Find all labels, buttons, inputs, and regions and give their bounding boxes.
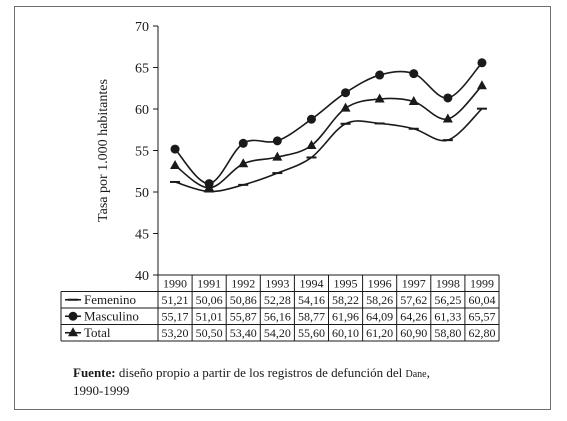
data-label-total-1995: 60,10 [332,326,359,340]
x-tick-label-1991: 1991 [197,277,221,291]
point-masculino-1999 [477,58,487,68]
point-masculino-1992 [238,138,248,148]
y-axis-label: Tasa por 1.000 habitantes [96,79,111,222]
data-label-total-1993: 54,20 [264,326,291,340]
data-label-masculino-1992: 55,87 [230,310,257,324]
data-label-femenino-1996: 58,26 [366,293,393,307]
legend-marker-masculino [68,311,78,321]
x-tick-label-1995: 1995 [334,277,358,291]
legend-label-masculino: Masculino [84,309,139,324]
data-label-femenino-1990: 51,21 [162,293,189,307]
data-label-masculino-1999: 65,57 [468,310,495,324]
legend-label-femenino: Femenino [84,292,136,307]
y-tick-label-55: 55 [135,145,149,160]
data-label-total-1998: 58,80 [434,326,461,340]
data-label-masculino-1998: 61,33 [434,310,461,324]
point-masculino-1993 [272,136,282,146]
point-masculino-1995 [341,88,351,98]
y-tick-label-40: 40 [135,269,149,284]
point-total-1999 [476,80,487,90]
source-label: Fuente: [73,365,116,380]
point-total-1991 [204,182,215,192]
data-label-total-1994: 55,60 [298,326,325,340]
x-tick-label-1996: 1996 [368,277,392,291]
data-label-femenino-1999: 60,04 [468,293,495,307]
y-tick-label-45: 45 [135,228,149,243]
point-total-1996 [374,93,385,103]
point-masculino-1994 [306,114,316,124]
point-total-1997 [408,96,419,106]
point-total-1995 [340,102,351,112]
data-label-total-1997: 60,90 [400,326,427,340]
series-line-masculino [174,62,483,185]
x-tick-label-1998: 1998 [436,277,460,291]
source-text: diseño propio a partir de los registros … [118,365,403,380]
x-tick-label-1993: 1993 [265,277,289,291]
y-tick-label-70: 70 [135,20,149,35]
x-tick-label-1992: 1992 [231,277,255,291]
figure-frame: 40 45 50 55 60 65 70 Tasa por 1.000 habitantes 1… [14,6,551,410]
data-label-femenino-1991: 50,06 [196,293,223,307]
y-tick-label-65: 65 [135,62,149,77]
data-label-total-1991: 50,50 [196,326,223,340]
legend-marker-total [68,327,78,337]
point-masculino-1996 [375,70,385,80]
data-label-femenino-1994: 54,16 [298,293,325,307]
point-total-1998 [442,113,453,123]
data-label-masculino-1995: 61,96 [332,310,359,324]
data-label-total-1992: 53,40 [230,326,257,340]
data-label-total-1990: 53,20 [162,326,189,340]
data-label-femenino-1993: 52,28 [264,293,291,307]
legend-label-total: Total [84,325,111,340]
data-label-femenino-1992: 50,86 [230,293,257,307]
data-label-total-1999: 62,80 [468,326,495,340]
data-label-femenino-1995: 58,22 [332,293,359,307]
point-masculino-1990 [170,144,180,154]
point-total-1992 [238,158,249,168]
series-line-total [174,85,483,189]
point-total-1994 [306,140,317,150]
data-label-femenino-1998: 56,25 [434,293,461,307]
line-chart: 40 45 50 55 60 65 70 Tasa por 1.000 habitantes 1… [60,20,500,342]
data-label-masculino-1993: 56,16 [264,310,291,324]
data-label-masculino-1997: 64,26 [400,310,427,324]
point-masculino-1997 [409,69,419,79]
data-label-masculino-1994: 58,77 [298,310,325,324]
data-label-masculino-1991: 51,01 [196,310,223,324]
data-label-masculino-1990: 55,17 [162,310,189,324]
data-label-femenino-1997: 57,62 [400,293,427,307]
source-note: Fuente: diseño propio a partir de los re… [73,365,430,398]
source-org: Dane [405,369,427,380]
x-tick-label-1990: 1990 [163,277,187,291]
x-tick-label-1997: 1997 [402,277,426,291]
source-years: 1990-1999 [73,383,130,398]
data-label-masculino-1996: 64,09 [366,310,393,324]
x-tick-label-1999: 1999 [470,277,494,291]
point-total-1993 [272,151,283,161]
series-line-femenino [174,108,483,193]
x-tick-label-1994: 1994 [299,277,323,291]
y-tick-label-60: 60 [135,103,149,118]
y-tick-label-50: 50 [135,186,149,201]
point-total-1990 [170,159,181,169]
point-masculino-1998 [443,93,453,103]
data-label-total-1996: 61,20 [366,326,393,340]
